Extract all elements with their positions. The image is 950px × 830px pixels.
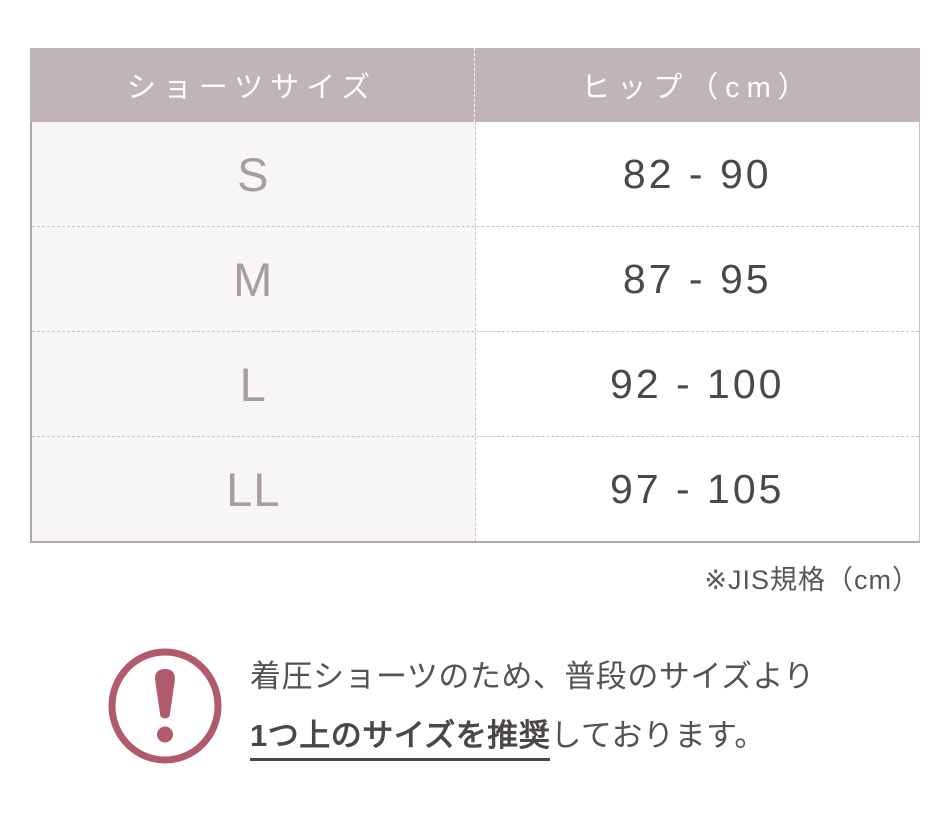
header-cell-size: ショーツサイズ	[30, 48, 475, 122]
hip-range-cell: 82 - 90	[475, 122, 919, 226]
size-table-body: S 82 - 90 M 87 - 95 L 92 - 100 LL 97 - 1…	[30, 122, 920, 543]
table-row: S 82 - 90	[32, 122, 919, 226]
advice-line2-rest: しております。	[550, 717, 766, 753]
exclamation-circle-icon	[108, 648, 222, 764]
advice-text: 着圧ショーツのため、普段のサイズより 1つ上のサイズを推奨しております。	[250, 651, 815, 762]
size-cell: S	[32, 122, 476, 226]
size-cell: L	[32, 332, 476, 436]
size-advice-note: 着圧ショーツのため、普段のサイズより 1つ上のサイズを推奨しております。	[108, 648, 815, 764]
size-cell: LL	[32, 437, 476, 541]
jis-standard-footnote: ※JIS規格（cm）	[704, 565, 920, 595]
hip-range-cell: 92 - 100	[475, 332, 919, 436]
table-row: LL 97 - 105	[32, 436, 919, 541]
size-table-header-row: ショーツサイズ ヒップ（cm）	[30, 48, 920, 122]
advice-emphasis-underlined: 1つ上のサイズを推奨	[250, 718, 551, 762]
hip-range-cell: 87 - 95	[475, 227, 919, 331]
header-cell-hip: ヒップ（cm）	[581, 72, 814, 104]
table-row: L 92 - 100	[32, 331, 919, 436]
size-cell: M	[32, 227, 476, 331]
hip-range-cell: 97 - 105	[475, 437, 919, 541]
advice-line2: 1つ上のサイズを推奨しております。	[250, 710, 815, 762]
advice-line1: 着圧ショーツのため、普段のサイズより	[250, 658, 815, 694]
table-row: M 87 - 95	[32, 226, 919, 331]
size-table: ショーツサイズ ヒップ（cm） S 82 - 90 M 87 - 95 L 92…	[30, 48, 920, 543]
